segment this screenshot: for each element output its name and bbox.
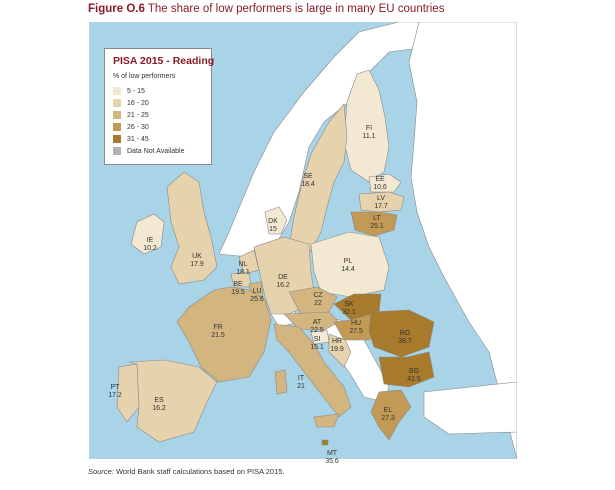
country-sk [333, 293, 382, 321]
figure-title-text: The share of low performers is large in … [147, 3, 445, 15]
label-lv: LV 17.7 [374, 195, 388, 210]
label-se: SE 18.4 [301, 173, 315, 188]
country-bg [378, 351, 435, 388]
country-lt [350, 211, 398, 237]
legend-title: PISA 2015 - Reading [113, 55, 215, 67]
label-bg: BG 41.5 [407, 368, 421, 383]
country-mt [321, 439, 329, 446]
eu-countries [116, 69, 435, 446]
country-it [273, 323, 352, 418]
label-dk: DK 15 [268, 218, 278, 233]
legend-subtitle: % of low performers [113, 73, 176, 80]
legend-item: 26 - 30 [113, 123, 149, 132]
source-note: Source: World Bank staff calculations ba… [88, 467, 285, 476]
map [89, 22, 517, 459]
map-svg [116, 22, 517, 459]
legend-swatch [113, 99, 121, 107]
legend-item: 16 - 20 [113, 99, 149, 108]
label-lt: LT 25.1 [370, 215, 384, 230]
legend-item: Data Not Available [113, 147, 184, 156]
label-nl: NL 18.1 [236, 261, 250, 276]
land-turkey [423, 381, 517, 435]
country-cz [288, 286, 338, 315]
label-de: DE 16.2 [276, 274, 290, 289]
legend-item: 31 - 45 [113, 135, 149, 144]
country-pt [116, 363, 140, 423]
legend-swatch [113, 147, 121, 155]
land-norway [218, 22, 428, 258]
label-hr: HR 19.9 [330, 338, 344, 353]
label-ro: RO 38.7 [398, 330, 412, 345]
legend-swatch [113, 111, 121, 119]
country-pl [310, 231, 390, 298]
legend-swatch [113, 123, 121, 131]
land-russia-east [408, 22, 517, 459]
map-legend: PISA 2015 - Reading % of low performers … [104, 48, 215, 165]
legend-swatch [113, 135, 121, 143]
label-lu: LU 25.6 [250, 288, 264, 303]
figure-label: Figure O.6 [88, 3, 145, 15]
label-ee: EE 10.6 [373, 176, 387, 191]
country-fr [176, 286, 272, 383]
country-it-sicily [313, 413, 340, 428]
label-pt: PT 17.2 [108, 384, 122, 399]
country-ie [130, 213, 165, 255]
figure-title: Figure O.6 The share of low performers i… [88, 3, 444, 15]
label-fi: FI 11.1 [362, 125, 376, 140]
label-hu: HU 27.5 [349, 320, 363, 335]
country-lv [358, 191, 405, 213]
country-ee [368, 173, 402, 193]
label-mt: MT 35.6 [325, 450, 339, 465]
country-hr [328, 333, 352, 368]
label-es: ES 16.2 [152, 397, 166, 412]
label-uk: UK 17.9 [190, 253, 204, 268]
legend-item: 21 - 25 [113, 111, 149, 120]
label-fr: FR 21.5 [211, 324, 225, 339]
label-sk: SK 32.1 [342, 301, 356, 316]
legend-swatch [113, 87, 121, 95]
label-el: EL 27.3 [381, 407, 395, 422]
country-dk [264, 206, 288, 235]
country-el [370, 389, 412, 441]
country-uk [166, 171, 218, 285]
source-prefix: Source: [88, 467, 114, 476]
label-pl: PL 14.4 [341, 258, 355, 273]
label-it: IT 21 [297, 375, 305, 390]
country-se [288, 103, 348, 261]
label-si: SI 15.1 [310, 336, 324, 351]
source-text: World Bank staff calculations based on P… [115, 467, 285, 476]
country-it-sardinia [274, 369, 288, 395]
legend-item: 5 - 15 [113, 87, 145, 96]
label-ie: IE 10.2 [143, 237, 157, 252]
label-cz: CZ 22 [313, 292, 323, 307]
label-at: AT 22.5 [310, 319, 324, 334]
country-es [128, 359, 218, 443]
label-be: BE 19.5 [231, 281, 245, 296]
country-ro [368, 309, 435, 358]
country-fi [343, 69, 390, 183]
